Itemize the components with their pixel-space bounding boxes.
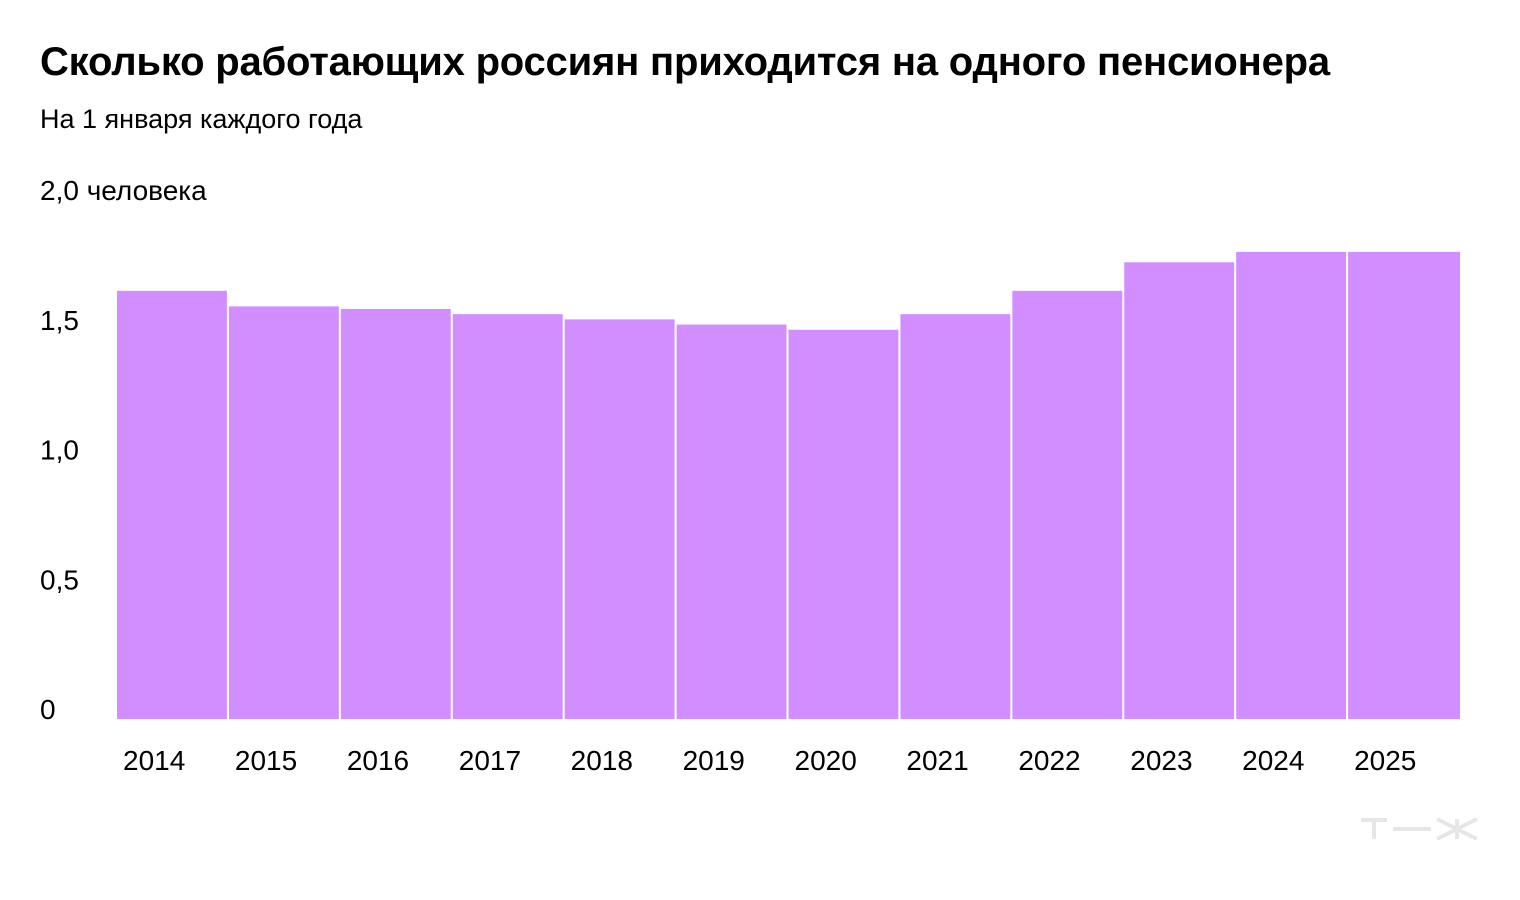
x-tick-label: 2024 <box>1242 745 1304 776</box>
x-tick-label: 2021 <box>906 745 968 776</box>
bar-2020 <box>788 329 899 719</box>
x-tick-label: 2018 <box>571 745 633 776</box>
x-tick-label: 2025 <box>1354 745 1416 776</box>
x-tick-label: 2017 <box>459 745 521 776</box>
y-tick-label: 1,5 <box>40 305 79 336</box>
chart-title: Сколько работающих россиян приходится на… <box>40 40 1330 84</box>
bar-2014 <box>117 290 227 719</box>
bar-2021 <box>900 314 1011 719</box>
bar-2015 <box>228 306 339 719</box>
tzh-logo-icon <box>1361 818 1478 840</box>
bars <box>117 251 1460 719</box>
bar-2016 <box>340 308 451 719</box>
chart-subtitle: На 1 января каждого года <box>40 104 363 134</box>
x-tick-label: 2022 <box>1018 745 1080 776</box>
bar-2023 <box>1124 262 1235 719</box>
bar-2025 <box>1348 251 1460 719</box>
y-tick-label: 1,0 <box>40 435 79 466</box>
bar-2018 <box>564 319 675 719</box>
y-tick-label: 0,5 <box>40 564 79 595</box>
y-axis-tick-labels: 0 0,5 1,0 1,5 2,0 человека <box>40 175 207 725</box>
y-tick-label: 2,0 человека <box>40 175 207 206</box>
bar-2017 <box>452 314 563 719</box>
x-tick-label: 2014 <box>123 745 185 776</box>
x-tick-label: 2016 <box>347 745 409 776</box>
y-tick-label: 0 <box>40 694 56 725</box>
x-tick-label: 2020 <box>795 745 857 776</box>
x-tick-label: 2023 <box>1130 745 1192 776</box>
x-axis-tick-labels: 2014 2015 2016 2017 2018 2019 2020 2021 2022 2023… <box>123 745 1416 776</box>
x-tick-label: 2019 <box>683 745 745 776</box>
bar-2019 <box>676 324 787 719</box>
bar-2022 <box>1012 290 1123 719</box>
x-tick-label: 2015 <box>235 745 297 776</box>
bar-2024 <box>1236 251 1347 719</box>
